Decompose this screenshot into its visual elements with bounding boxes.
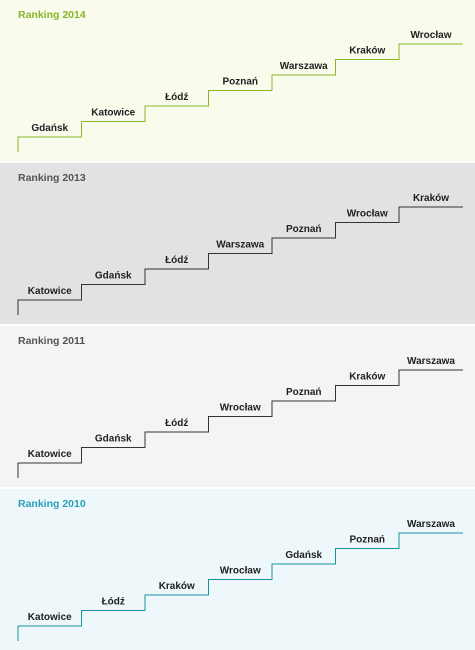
city-label: Poznań: [286, 224, 322, 235]
city-label: Katowice: [28, 286, 72, 297]
staircase-2011: Katowice Gdańsk Łódź Wrocław Poznań Kraków War…: [17, 356, 463, 478]
staircase-line: [17, 43, 463, 152]
city-label: Łódź: [165, 418, 188, 429]
panel-title: Ranking 2013: [18, 172, 86, 184]
city-label: Warszawa: [407, 519, 455, 530]
ranking-2014-panel: Ranking 2014 Gdańsk Katowice Łódź Poznań War…: [0, 0, 475, 161]
city-label: Katowice: [28, 449, 72, 460]
ranking-2010-panel: Ranking 2010 Katowice Łódź Kraków Wrocław Gd…: [0, 489, 475, 650]
city-label: Wrocław: [347, 209, 388, 220]
city-label: Kraków: [349, 46, 385, 57]
city-label: Poznań: [286, 387, 322, 398]
city-label: Wrocław: [220, 566, 261, 577]
city-label: Łódź: [102, 597, 125, 608]
city-label: Katowice: [28, 612, 72, 623]
city-label: Poznań: [222, 77, 258, 88]
staircase-2014: Gdańsk Katowice Łódź Poznań Warszawa Kraków Wr…: [17, 30, 463, 152]
staircase-line: [17, 369, 463, 478]
city-label: Katowice: [91, 108, 135, 119]
ranking-2011-panel: Ranking 2011 Katowice Gdańsk Łódź Wrocław Po…: [0, 326, 475, 487]
city-label: Kraków: [413, 193, 449, 204]
city-label: Gdańsk: [285, 550, 322, 561]
staircase-line: [17, 206, 463, 315]
panel-title: Ranking 2014: [18, 9, 86, 21]
city-label: Kraków: [159, 581, 195, 592]
city-label: Wrocław: [411, 30, 452, 41]
staircase-2010: Katowice Łódź Kraków Wrocław Gdańsk Poznań War…: [17, 519, 463, 641]
city-label: Poznań: [349, 535, 385, 546]
ranking-2013-panel: Ranking 2013 Katowice Gdańsk Łódź Warszawa P…: [0, 163, 475, 324]
city-label: Łódź: [165, 92, 188, 103]
city-label: Wrocław: [220, 403, 261, 414]
city-label: Warszawa: [407, 356, 455, 367]
city-label: Warszawa: [216, 240, 264, 251]
panel-title: Ranking 2011: [18, 335, 86, 347]
city-label: Warszawa: [280, 61, 328, 72]
staircase-line: [17, 532, 463, 641]
city-label: Gdańsk: [95, 271, 132, 282]
city-label: Gdańsk: [95, 434, 132, 445]
city-label: Gdańsk: [31, 123, 68, 134]
panel-title: Ranking 2010: [18, 498, 86, 510]
staircase-2013: Katowice Gdańsk Łódź Warszawa Poznań Wrocław K…: [17, 193, 463, 315]
city-label: Łódź: [165, 255, 188, 266]
city-label: Kraków: [349, 372, 385, 383]
